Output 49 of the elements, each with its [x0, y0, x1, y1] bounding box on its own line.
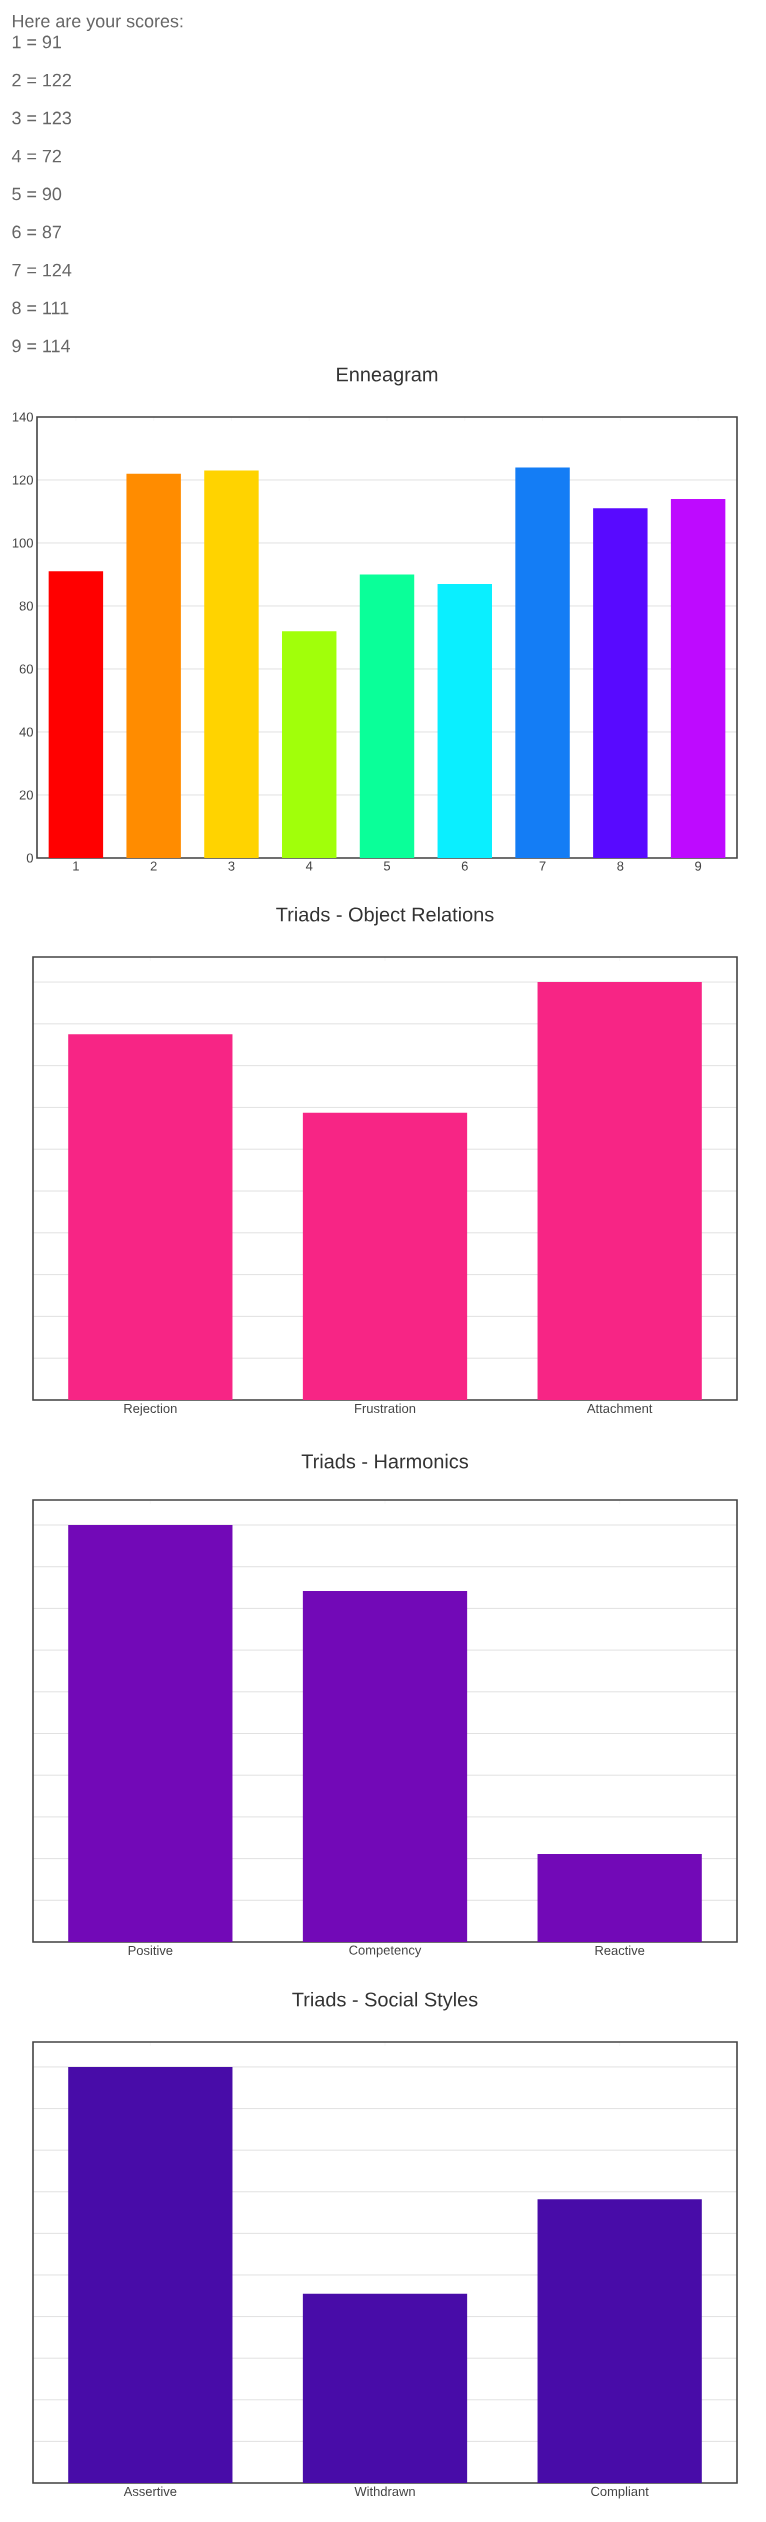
- y-tick-label: 60: [19, 664, 33, 674]
- text: 9 = 114: [12, 339, 70, 353]
- x-tick-label: 7: [539, 861, 546, 871]
- x-tick-label: 9: [695, 861, 702, 871]
- y-tick-label: 20: [19, 790, 33, 800]
- text: 8 = 111: [12, 301, 69, 315]
- y-tick-label: 120: [12, 475, 33, 485]
- text: Here are your scores:: [12, 14, 183, 31]
- text: 4 = 72: [11, 149, 61, 163]
- y-tick-label: 40: [19, 727, 33, 737]
- bar: [593, 508, 648, 858]
- y-tick-label: 0: [26, 853, 33, 863]
- text: 7 = 124: [12, 263, 72, 277]
- x-tick-label: Reactive: [595, 1945, 645, 1956]
- text: 6 = 87: [12, 225, 61, 239]
- y-tick-label: 140: [12, 412, 33, 422]
- y-tick-label: 100: [12, 538, 33, 548]
- text: 3 = 123: [12, 111, 72, 125]
- x-tick-label: Compliant: [591, 2486, 649, 2499]
- x-tick-label: 2: [150, 861, 157, 871]
- chart-title: Triads - Harmonics: [301, 1453, 469, 1469]
- chart-title: Triads - Object Relations: [276, 906, 494, 926]
- chart-title: Enneagram: [337, 367, 438, 386]
- bar: [126, 473, 181, 858]
- x-tick-label: Frustration: [355, 1403, 416, 1414]
- bar: [670, 498, 726, 858]
- bar: [359, 574, 415, 858]
- bar: [204, 470, 259, 858]
- x-tick-label: 6: [461, 861, 468, 871]
- x-tick-label: Attachment: [586, 1403, 653, 1414]
- text: 1 = 91: [12, 35, 61, 49]
- bar: [282, 631, 337, 858]
- x-tick-label: Positive: [128, 1945, 173, 1956]
- x-tick-label: Rejection: [124, 1403, 177, 1416]
- x-tick-label: Assertive: [123, 2486, 177, 2497]
- bar: [48, 571, 104, 858]
- y-tick-label: 80: [19, 601, 33, 611]
- x-tick-label: Competency: [349, 1945, 422, 1958]
- x-tick-label: 4: [305, 861, 313, 871]
- x-tick-label: 1: [73, 861, 79, 871]
- x-tick-label: Withdrawn: [354, 2486, 415, 2497]
- x-tick-label: 8: [617, 861, 624, 871]
- chart-title: Triads - Social Styles: [292, 1991, 478, 2011]
- text: 5 = 90: [12, 187, 62, 201]
- bar: [515, 467, 570, 858]
- x-tick-label: 3: [228, 861, 235, 871]
- x-tick-label: 5: [383, 861, 391, 871]
- bar: [437, 583, 492, 858]
- text: 2 = 122: [12, 73, 71, 87]
